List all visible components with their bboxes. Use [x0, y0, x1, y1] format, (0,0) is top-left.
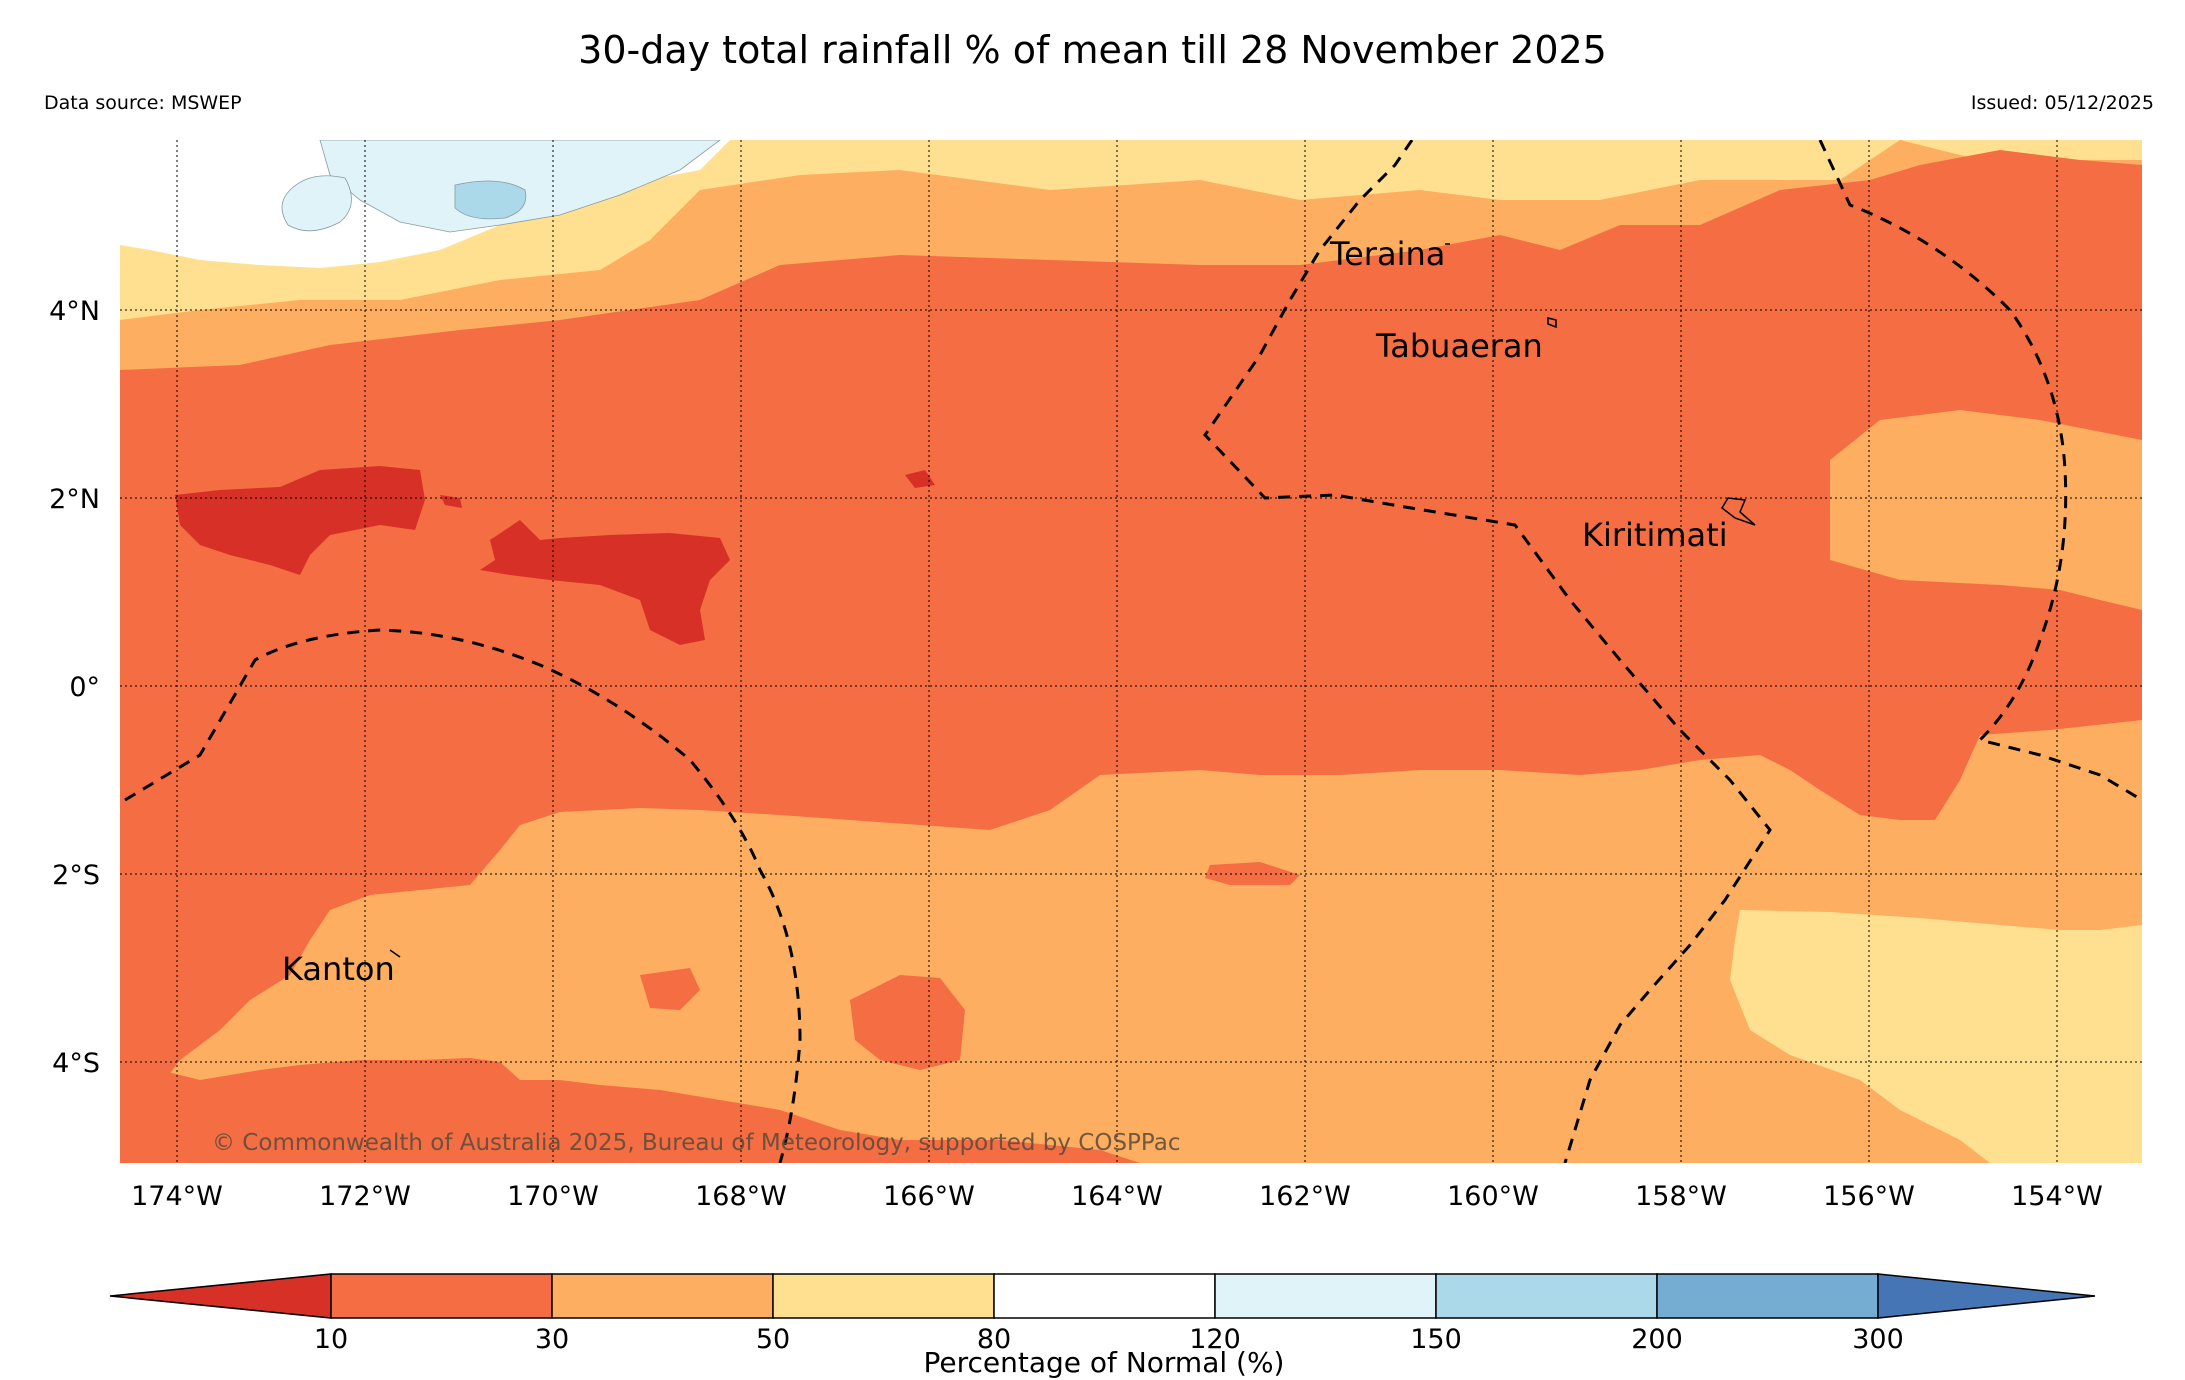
colorbar-tick: 50: [756, 1324, 790, 1355]
band-120-150-patch: [281, 175, 352, 232]
lat-tick: 4°S: [52, 1048, 100, 1079]
latitude-axis: 4°N 2°N 0° 2°S 4°S: [49, 296, 100, 1079]
eez-kanton: [124, 628, 802, 1163]
band-10-30-south: [120, 1058, 1140, 1163]
gridlines: [120, 140, 2142, 1163]
lon-tick: 164°W: [1071, 1181, 1163, 1212]
band-10-30-patch-b: [640, 968, 700, 1010]
rainfall-field: Teraina Tabuaeran Kiritimati Kanton © Co…: [120, 140, 2142, 1163]
issued-date-label: Issued: 05/12/2025: [1970, 92, 2154, 114]
kanton-label: Kanton: [282, 950, 395, 988]
colorbar-80-120: [993, 1273, 1216, 1319]
colorbar-tick: 150: [1410, 1324, 1462, 1355]
longitude-axis: 174°W 172°W 170°W 168°W 166°W 164°W 162°…: [131, 1181, 2103, 1212]
colorbar-tick: 200: [1631, 1324, 1683, 1355]
kiritimati-island: [1721, 497, 1756, 526]
eez-boundaries: [124, 140, 2142, 1163]
data-source-label: Data source: MSWEP: [44, 92, 242, 114]
colorbar: [109, 1273, 2096, 1319]
colorbar-tick: 120: [1189, 1324, 1241, 1355]
colorbar-30-50: [551, 1273, 774, 1319]
lon-tick: 156°W: [1823, 1181, 1915, 1212]
colorbar-title: Percentage of Normal (%): [924, 1346, 1285, 1379]
lat-tick: 0°: [69, 672, 100, 703]
lon-tick: 162°W: [1259, 1181, 1351, 1212]
colorbar-tick: 30: [535, 1324, 569, 1355]
band-lt10-west: [175, 466, 425, 575]
copyright-text: © Commonwealth of Australia 2025, Bureau…: [212, 1130, 1181, 1156]
lat-tick: 4°N: [49, 296, 100, 327]
kanton-island: [389, 949, 401, 958]
band-150-200: [454, 180, 527, 220]
kiritimati-label: Kiritimati: [1582, 516, 1728, 554]
lat-tick: 2°N: [49, 484, 100, 515]
map-title: 30-day total rainfall % of mean till 28 …: [578, 28, 1607, 72]
lon-tick: 168°W: [695, 1181, 787, 1212]
eez-line-islands-east: [1818, 140, 2142, 802]
band-10-30-main: [120, 150, 2142, 1110]
colorbar-ticks: 10 30 50 80 120 150 200 300: [314, 1324, 1904, 1355]
colorbar-50-80: [772, 1273, 995, 1319]
colorbar-120-150: [1214, 1273, 1437, 1319]
band-lt10-central: [480, 520, 730, 645]
band-10-30-patch-c: [1205, 862, 1300, 885]
colorbar-150-200: [1435, 1273, 1658, 1319]
tabuaeran-island: [1547, 317, 1557, 329]
colorbar-lt10-arrow: [109, 1273, 332, 1319]
colorbar-gt300-arrow: [1877, 1273, 2096, 1319]
tabuaeran-label: Tabuaeran: [1375, 327, 1543, 365]
colorbar-200-300: [1656, 1273, 1879, 1319]
lon-tick: 158°W: [1635, 1181, 1727, 1212]
lon-tick: 174°W: [131, 1181, 223, 1212]
teraina-label: Teraina: [1329, 235, 1445, 273]
band-10-30-patch-a: [850, 975, 965, 1070]
eez-line-islands-west: [1203, 140, 1772, 1163]
colorbar-tick: 300: [1852, 1324, 1904, 1355]
lon-tick: 154°W: [2011, 1181, 2103, 1212]
band-50-80-southeast: [1730, 910, 2142, 1163]
lon-tick: 160°W: [1447, 1181, 1539, 1212]
band-lt10-dot: [905, 470, 935, 488]
lat-tick: 2°S: [52, 860, 100, 891]
lon-tick: 170°W: [507, 1181, 599, 1212]
lon-tick: 172°W: [319, 1181, 411, 1212]
colorbar-tick: 10: [314, 1324, 348, 1355]
lon-tick: 166°W: [883, 1181, 975, 1212]
colorbar-tick: 80: [977, 1324, 1011, 1355]
colorbar-10-30: [330, 1273, 553, 1319]
